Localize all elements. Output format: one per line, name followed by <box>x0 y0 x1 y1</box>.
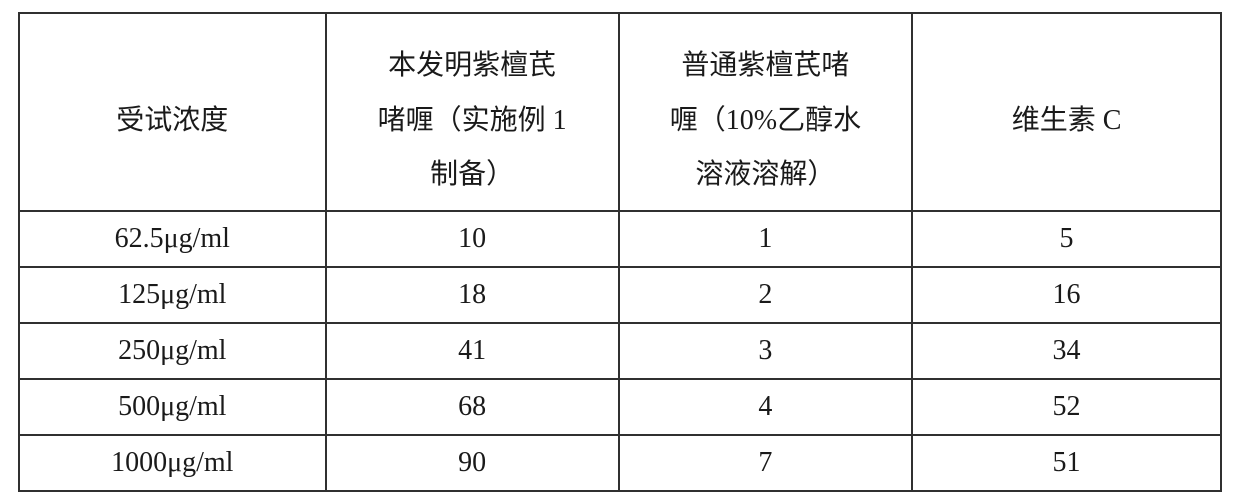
cell-val: 4 <box>619 379 912 435</box>
col-header-2: 普通紫檀芪啫 喱（10%乙醇水 溶液溶解） <box>619 13 912 211</box>
col-header-0: 受试浓度 <box>19 13 326 211</box>
table-row: 1000μg/ml 90 7 51 <box>19 435 1221 491</box>
cell-val: 51 <box>912 435 1221 491</box>
data-table: 受试浓度 本发明紫檀芪 啫喱（实施例 1 制备） 普通紫檀芪啫 喱（10%乙醇水… <box>18 12 1222 492</box>
col-header-1: 本发明紫檀芪 啫喱（实施例 1 制备） <box>326 13 619 211</box>
cell-val: 7 <box>619 435 912 491</box>
cell-val: 18 <box>326 267 619 323</box>
col-header-1-line-1: 啫喱（实施例 1 <box>378 94 567 149</box>
cell-conc: 500μg/ml <box>19 379 326 435</box>
cell-conc: 62.5μg/ml <box>19 211 326 267</box>
table-row: 62.5μg/ml 10 1 5 <box>19 211 1221 267</box>
cell-val: 3 <box>619 323 912 379</box>
cell-conc: 125μg/ml <box>19 267 326 323</box>
cell-conc: 1000μg/ml <box>19 435 326 491</box>
col-header-2-line-2: 溶液溶解） <box>695 148 835 203</box>
cell-val: 5 <box>912 211 1221 267</box>
cell-val: 10 <box>326 211 619 267</box>
cell-val: 68 <box>326 379 619 435</box>
cell-val: 90 <box>326 435 619 491</box>
cell-val: 1 <box>619 211 912 267</box>
col-header-3-line-0: 维生素 C <box>1012 94 1122 149</box>
col-header-3: 维生素 C <box>912 13 1221 211</box>
col-header-0-line-0: 受试浓度 <box>116 94 228 149</box>
table-row: 500μg/ml 68 4 52 <box>19 379 1221 435</box>
col-header-1-line-2: 制备） <box>430 148 514 203</box>
col-header-1-line-0: 本发明紫檀芪 <box>388 39 556 94</box>
cell-val: 34 <box>912 323 1221 379</box>
cell-val: 41 <box>326 323 619 379</box>
table-row: 125μg/ml 18 2 16 <box>19 267 1221 323</box>
cell-conc: 250μg/ml <box>19 323 326 379</box>
table-row: 250μg/ml 41 3 34 <box>19 323 1221 379</box>
col-header-2-line-1: 喱（10%乙醇水 <box>670 94 861 149</box>
cell-val: 16 <box>912 267 1221 323</box>
cell-val: 52 <box>912 379 1221 435</box>
header-row: 受试浓度 本发明紫檀芪 啫喱（实施例 1 制备） 普通紫檀芪啫 喱（10%乙醇水… <box>19 13 1221 211</box>
col-header-2-line-0: 普通紫檀芪啫 <box>681 39 849 94</box>
cell-val: 2 <box>619 267 912 323</box>
page-container: 受试浓度 本发明紫檀芪 啫喱（实施例 1 制备） 普通紫檀芪啫 喱（10%乙醇水… <box>0 0 1240 502</box>
